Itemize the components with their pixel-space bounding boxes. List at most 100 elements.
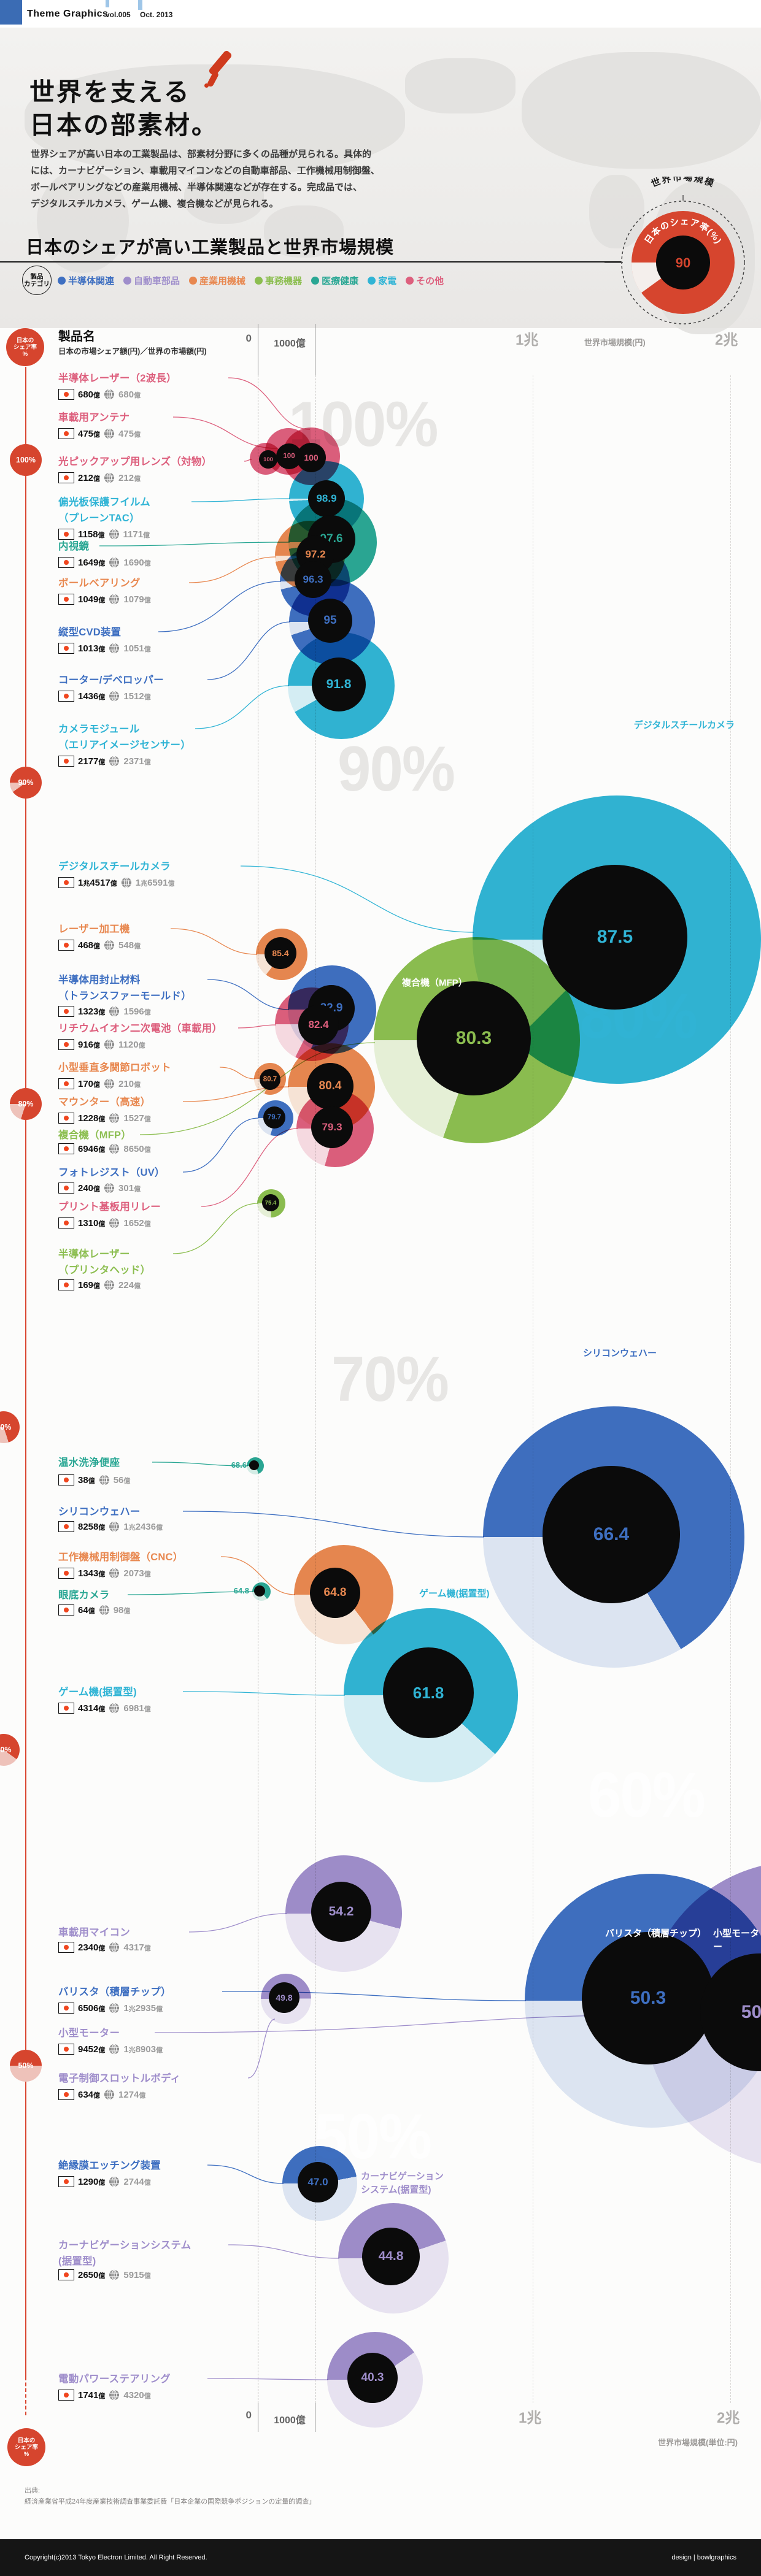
globe-icon <box>121 877 131 888</box>
japan-flag-icon <box>58 1078 74 1089</box>
axis-top-2t: 2兆 <box>715 332 738 348</box>
product-name-etch: 絶縁膜エッチング装置 <box>58 2160 161 2171</box>
japan-share-value: 2340億 <box>78 1942 106 1953</box>
axis-bottom-label: 世界市場規模(単位:円) <box>658 2438 738 2447</box>
sample-share-value: 90 <box>676 255 690 270</box>
bubble-title-navi: カーナビゲーション システム(据置型) <box>361 2171 444 2195</box>
share-rail-line-dashed <box>25 2377 26 2415</box>
world-market-value: 5915億 <box>123 2269 151 2280</box>
globe-icon <box>104 472 115 483</box>
product-name-cnc: 工作機械用制御盤（CNC） <box>58 1552 183 1563</box>
globe-icon <box>109 1703 120 1714</box>
japan-share-value: 1310億 <box>78 1217 106 1229</box>
product-name-mfp: 複合機（MFP） <box>58 1130 131 1141</box>
product-values-lhead: 169億 224億 <box>58 1279 141 1290</box>
japan-share-value: 1158億 <box>78 529 105 540</box>
globe-icon <box>109 2269 120 2280</box>
legend-item-home: 家電 <box>368 274 396 287</box>
world-market-value: 475億 <box>118 428 141 439</box>
product-values-robot: 170億 210億 <box>58 1078 141 1089</box>
bubble-center-etch: 47.0 <box>298 2162 338 2202</box>
japan-share-value: 64億 <box>78 1604 95 1616</box>
japan-flag-icon <box>58 2176 74 2187</box>
world-market-value: 224億 <box>118 1279 141 1290</box>
legend-item-label: 産業用機械 <box>199 276 246 286</box>
product-values-cam: 2177億 2371億 <box>58 756 151 767</box>
world-market-value: 1079億 <box>123 594 151 605</box>
legend-item-med: 医療健康 <box>311 274 358 287</box>
map-shape <box>184 172 264 224</box>
japan-flag-icon <box>58 2390 74 2401</box>
map-shape <box>522 52 761 169</box>
share-watermark: 90% <box>338 734 455 805</box>
japan-flag-icon <box>58 472 74 483</box>
japan-share-value: 1兆4517億 <box>78 877 117 888</box>
sample-donut-legend: 90 世界市場規模 日本のシェア率(%) <box>605 177 745 324</box>
category-dot-icon <box>255 277 263 285</box>
product-values-throttle: 634億 1274億 <box>58 2089 145 2100</box>
category-dot-icon <box>58 277 66 285</box>
map-shape <box>37 169 129 273</box>
globe-icon <box>109 2044 120 2055</box>
legend-item-label: 半導体関連 <box>68 276 115 286</box>
map-shape <box>25 64 405 175</box>
japan-flag-icon <box>58 940 74 951</box>
japan-flag-icon <box>58 1183 74 1194</box>
legend-item-off: 事務機器 <box>255 274 302 287</box>
product-values-dsc: 1兆4517億 1兆6591億 <box>58 877 174 888</box>
bubble-center-polar: 98.9 <box>308 480 345 517</box>
world-market-value: 1120億 <box>118 1039 145 1050</box>
bubble-center-mcu: 54.2 <box>311 1882 371 1942</box>
japan-share-value: 9452億 <box>78 2044 106 2055</box>
brand-title: Theme Graphics <box>27 9 109 19</box>
japan-share-value: 38億 <box>78 1474 95 1485</box>
legend-item-auto: 自動車部品 <box>123 274 180 287</box>
axis-bottom-1t: 1兆 <box>519 2410 542 2426</box>
world-market-value: 1274億 <box>118 2089 146 2100</box>
japan-flag-icon <box>58 1942 74 1953</box>
gridline <box>730 375 731 2403</box>
bubble-center-vari: 50.3 <box>582 1932 714 2064</box>
product-values-resist: 240億 301億 <box>58 1183 141 1194</box>
globe-icon <box>109 594 120 605</box>
world-market-value: 680億 <box>118 389 141 400</box>
bubble-share-label-toilet: 68.6 <box>231 1460 247 1470</box>
category-legend-label: 製品 カテゴリ <box>22 266 52 295</box>
share-marker-50%: 50% <box>10 2050 42 2082</box>
globe-icon <box>104 1078 115 1089</box>
globe-icon <box>104 428 115 439</box>
share-watermark: 70% <box>331 1344 449 1415</box>
product-name-relay: プリント基板用リレー <box>58 1202 161 1213</box>
bubble-center-fundus <box>254 1585 265 1597</box>
product-values-mount: 1228億 1527億 <box>58 1113 151 1124</box>
world-market-value: 98億 <box>113 1604 131 1616</box>
japan-share-value: 1436億 <box>78 691 106 702</box>
world-market-value: 1690億 <box>123 557 151 568</box>
category-legend: 半導体関連 自動車部品 産業用機械 事務機器 医療健康 家電 その他 <box>58 274 444 287</box>
product-values-seal: 1323億 1596億 <box>58 1006 151 1017</box>
category-dot-icon <box>189 277 198 285</box>
globe-icon <box>109 557 120 568</box>
japan-flag-icon <box>58 557 74 568</box>
decorative-tick-icon <box>138 0 142 10</box>
japan-flag-icon <box>58 2044 74 2055</box>
product-values-navi: 2650億 5915億 <box>58 2269 151 2280</box>
legend-item-ind: 産業用機械 <box>189 274 245 287</box>
axis-top-zero: 0 <box>245 332 252 344</box>
product-name-laser2: 半導体レーザー（2波長） <box>58 373 177 384</box>
sample-dashed-ring <box>621 201 745 324</box>
japan-flag-icon <box>58 756 74 767</box>
globe-icon <box>109 2390 120 2401</box>
bubble-center-cam: 91.8 <box>312 657 366 711</box>
japan-share-value: 475億 <box>78 428 101 439</box>
axis-top-1t: 1兆 <box>516 332 539 348</box>
hero-paragraph: 世界シェアが高い日本の工業製品は、部素材分野に多くの品種が見られる。具体的 には… <box>31 149 380 209</box>
product-name-resist: フォトレジスト（UV） <box>58 1167 165 1178</box>
world-market-value: 210億 <box>118 1078 141 1089</box>
japan-share-value: 634億 <box>78 2089 101 2100</box>
product-values-cvd: 1013億 1051億 <box>58 643 151 654</box>
world-market-value: 548億 <box>118 940 141 951</box>
japan-share-value: 169億 <box>78 1279 101 1290</box>
bubble-center-mfp: 80.3 <box>417 981 531 1095</box>
